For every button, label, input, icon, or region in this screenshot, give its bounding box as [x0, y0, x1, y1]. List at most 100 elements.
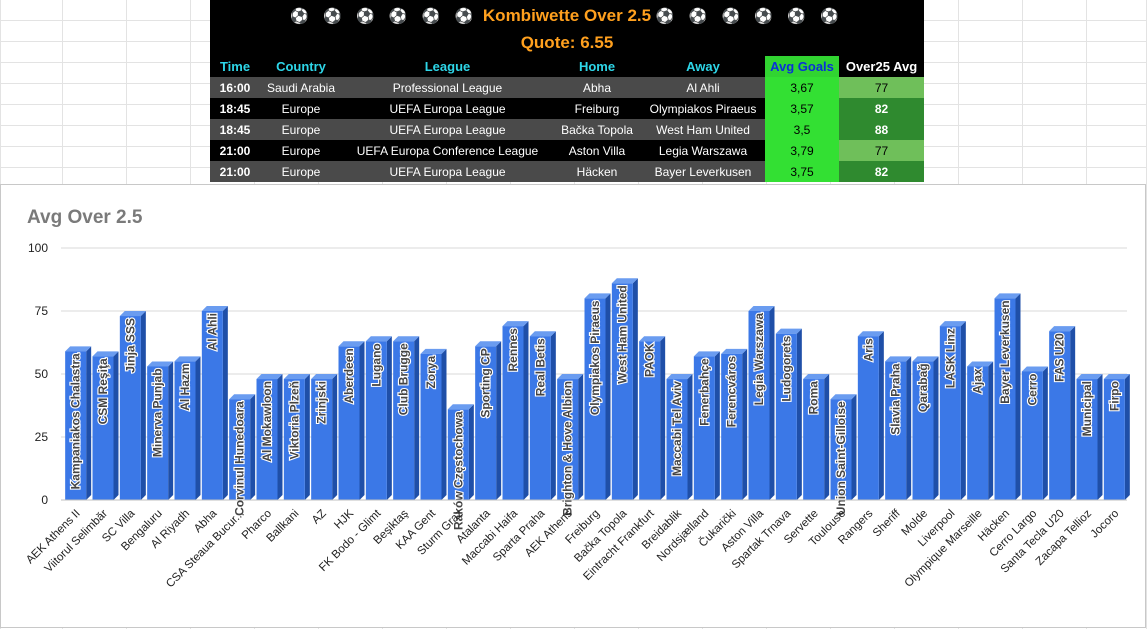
bar[interactable]	[475, 346, 497, 500]
bar[interactable]	[912, 361, 934, 500]
cell-avg-goals[interactable]: 3,79	[765, 140, 839, 161]
cell-over25[interactable]: 88	[839, 119, 924, 140]
bar[interactable]	[365, 341, 387, 500]
cell-home[interactable]: Häcken	[553, 161, 641, 182]
cell-over25[interactable]: 77	[839, 77, 924, 98]
bar[interactable]	[721, 353, 743, 500]
bar[interactable]	[283, 379, 305, 500]
cell-avg-goals[interactable]: 3,75	[765, 161, 839, 182]
bar[interactable]	[639, 341, 661, 500]
bar-data-label: Ludogorets	[779, 335, 793, 401]
bar[interactable]	[1103, 379, 1125, 500]
bar[interactable]	[666, 379, 688, 500]
bar-data-label: Al Mokawloon	[260, 381, 274, 462]
cell-time[interactable]: 21:00	[210, 161, 260, 182]
table-row[interactable]: 21:00 Europe UEFA Europa League Häcken B…	[210, 161, 924, 182]
cell-away[interactable]: Bayer Leverkusen	[641, 161, 765, 182]
bar[interactable]	[174, 361, 196, 500]
bar-top	[311, 374, 338, 380]
bar[interactable]	[393, 341, 415, 500]
cell-home[interactable]: Abha	[553, 77, 641, 98]
cell-time[interactable]: 16:00	[210, 77, 260, 98]
bar[interactable]	[529, 336, 551, 500]
bar[interactable]	[447, 409, 469, 500]
bar-top	[584, 293, 611, 299]
bar[interactable]	[338, 346, 360, 500]
bar[interactable]	[584, 298, 606, 500]
cell-over25[interactable]: 77	[839, 140, 924, 161]
bar-top	[748, 306, 775, 311]
cell-home[interactable]: Aston Villa	[553, 140, 641, 161]
table-row[interactable]: 18:45 Europe UEFA Europa League Bačka To…	[210, 119, 924, 140]
bar[interactable]	[994, 298, 1016, 500]
cell-time[interactable]: 18:45	[210, 98, 260, 119]
bar[interactable]	[502, 326, 524, 500]
bar[interactable]	[229, 399, 251, 500]
bar-data-label: Sporting CP	[479, 348, 493, 417]
cell-over25[interactable]: 82	[839, 98, 924, 119]
bar[interactable]	[1049, 331, 1071, 500]
bar-side	[1070, 326, 1076, 500]
cell-away[interactable]: West Ham United	[641, 119, 765, 140]
bar[interactable]	[830, 399, 852, 500]
bar[interactable]	[147, 366, 169, 500]
bar-side	[523, 321, 529, 500]
bar[interactable]	[748, 311, 770, 500]
cell-league[interactable]: UEFA Europa League	[342, 98, 553, 119]
cell-away[interactable]: Legia Warszawa	[641, 140, 765, 161]
cell-country[interactable]: Europe	[260, 119, 342, 140]
cell-league[interactable]: UEFA Europa League	[342, 161, 553, 182]
cell-country[interactable]: Europe	[260, 98, 342, 119]
bar[interactable]	[256, 379, 278, 500]
cell-time[interactable]: 18:45	[210, 119, 260, 140]
cell-avg-goals[interactable]: 3,57	[765, 98, 839, 119]
cell-country[interactable]: Saudi Arabia	[260, 77, 342, 98]
bar[interactable]	[693, 356, 715, 500]
bar-side	[1124, 374, 1130, 500]
bar[interactable]	[311, 379, 333, 500]
bar[interactable]	[967, 366, 989, 500]
bar[interactable]	[65, 351, 87, 500]
table-row[interactable]: 21:00 Europe UEFA Europa Conference Leag…	[210, 140, 924, 161]
bar[interactable]	[92, 356, 114, 500]
bar[interactable]	[1076, 379, 1098, 500]
bar[interactable]	[939, 326, 961, 500]
cell-away[interactable]: Olympiakos Piraeus	[641, 98, 765, 119]
cell-away[interactable]: Al Ahli	[641, 77, 765, 98]
cell-country[interactable]: Europe	[260, 161, 342, 182]
bar[interactable]	[775, 333, 797, 500]
cell-home[interactable]: Freiburg	[553, 98, 641, 119]
cell-over25[interactable]: 82	[839, 161, 924, 182]
bar[interactable]	[201, 311, 223, 500]
cell-league[interactable]: UEFA Europa League	[342, 119, 553, 140]
bar[interactable]	[420, 353, 442, 500]
cell-league[interactable]: Professional League	[342, 77, 553, 98]
cell-home[interactable]: Bačka Topola	[553, 119, 641, 140]
bar-data-label: Cerro	[1025, 373, 1039, 405]
bar-top	[256, 374, 283, 380]
cell-avg-goals[interactable]: 3,5	[765, 119, 839, 140]
table-row[interactable]: 18:45 Europe UEFA Europa League Freiburg…	[210, 98, 924, 119]
bar-top	[529, 331, 556, 337]
quote-label: Quote: 6.55	[520, 33, 614, 52]
bar[interactable]	[885, 361, 907, 500]
cell-country[interactable]: Europe	[260, 140, 342, 161]
bar[interactable]	[803, 379, 825, 500]
bar-side	[414, 336, 420, 500]
bar[interactable]	[1021, 371, 1043, 500]
bar-data-label: Lugano	[369, 343, 383, 386]
bar-side	[578, 374, 584, 500]
table-row[interactable]: 16:00 Saudi Arabia Professional League A…	[210, 77, 924, 98]
bar-top	[830, 394, 857, 400]
cell-league[interactable]: UEFA Europa Conference League	[342, 140, 553, 161]
bar[interactable]	[857, 336, 879, 500]
cell-time[interactable]: 21:00	[210, 140, 260, 161]
cell-avg-goals[interactable]: 3,67	[765, 77, 839, 98]
bar[interactable]	[611, 283, 633, 500]
bar-side	[878, 331, 884, 500]
bar-data-label: Zrinjski	[315, 381, 329, 424]
bar[interactable]	[557, 379, 579, 500]
bar-side	[113, 351, 119, 500]
bar[interactable]	[119, 316, 141, 500]
chart-container[interactable]: Avg Over 2.5 0 25 50 75 100 Kampaniakos Chala…	[0, 184, 1146, 628]
